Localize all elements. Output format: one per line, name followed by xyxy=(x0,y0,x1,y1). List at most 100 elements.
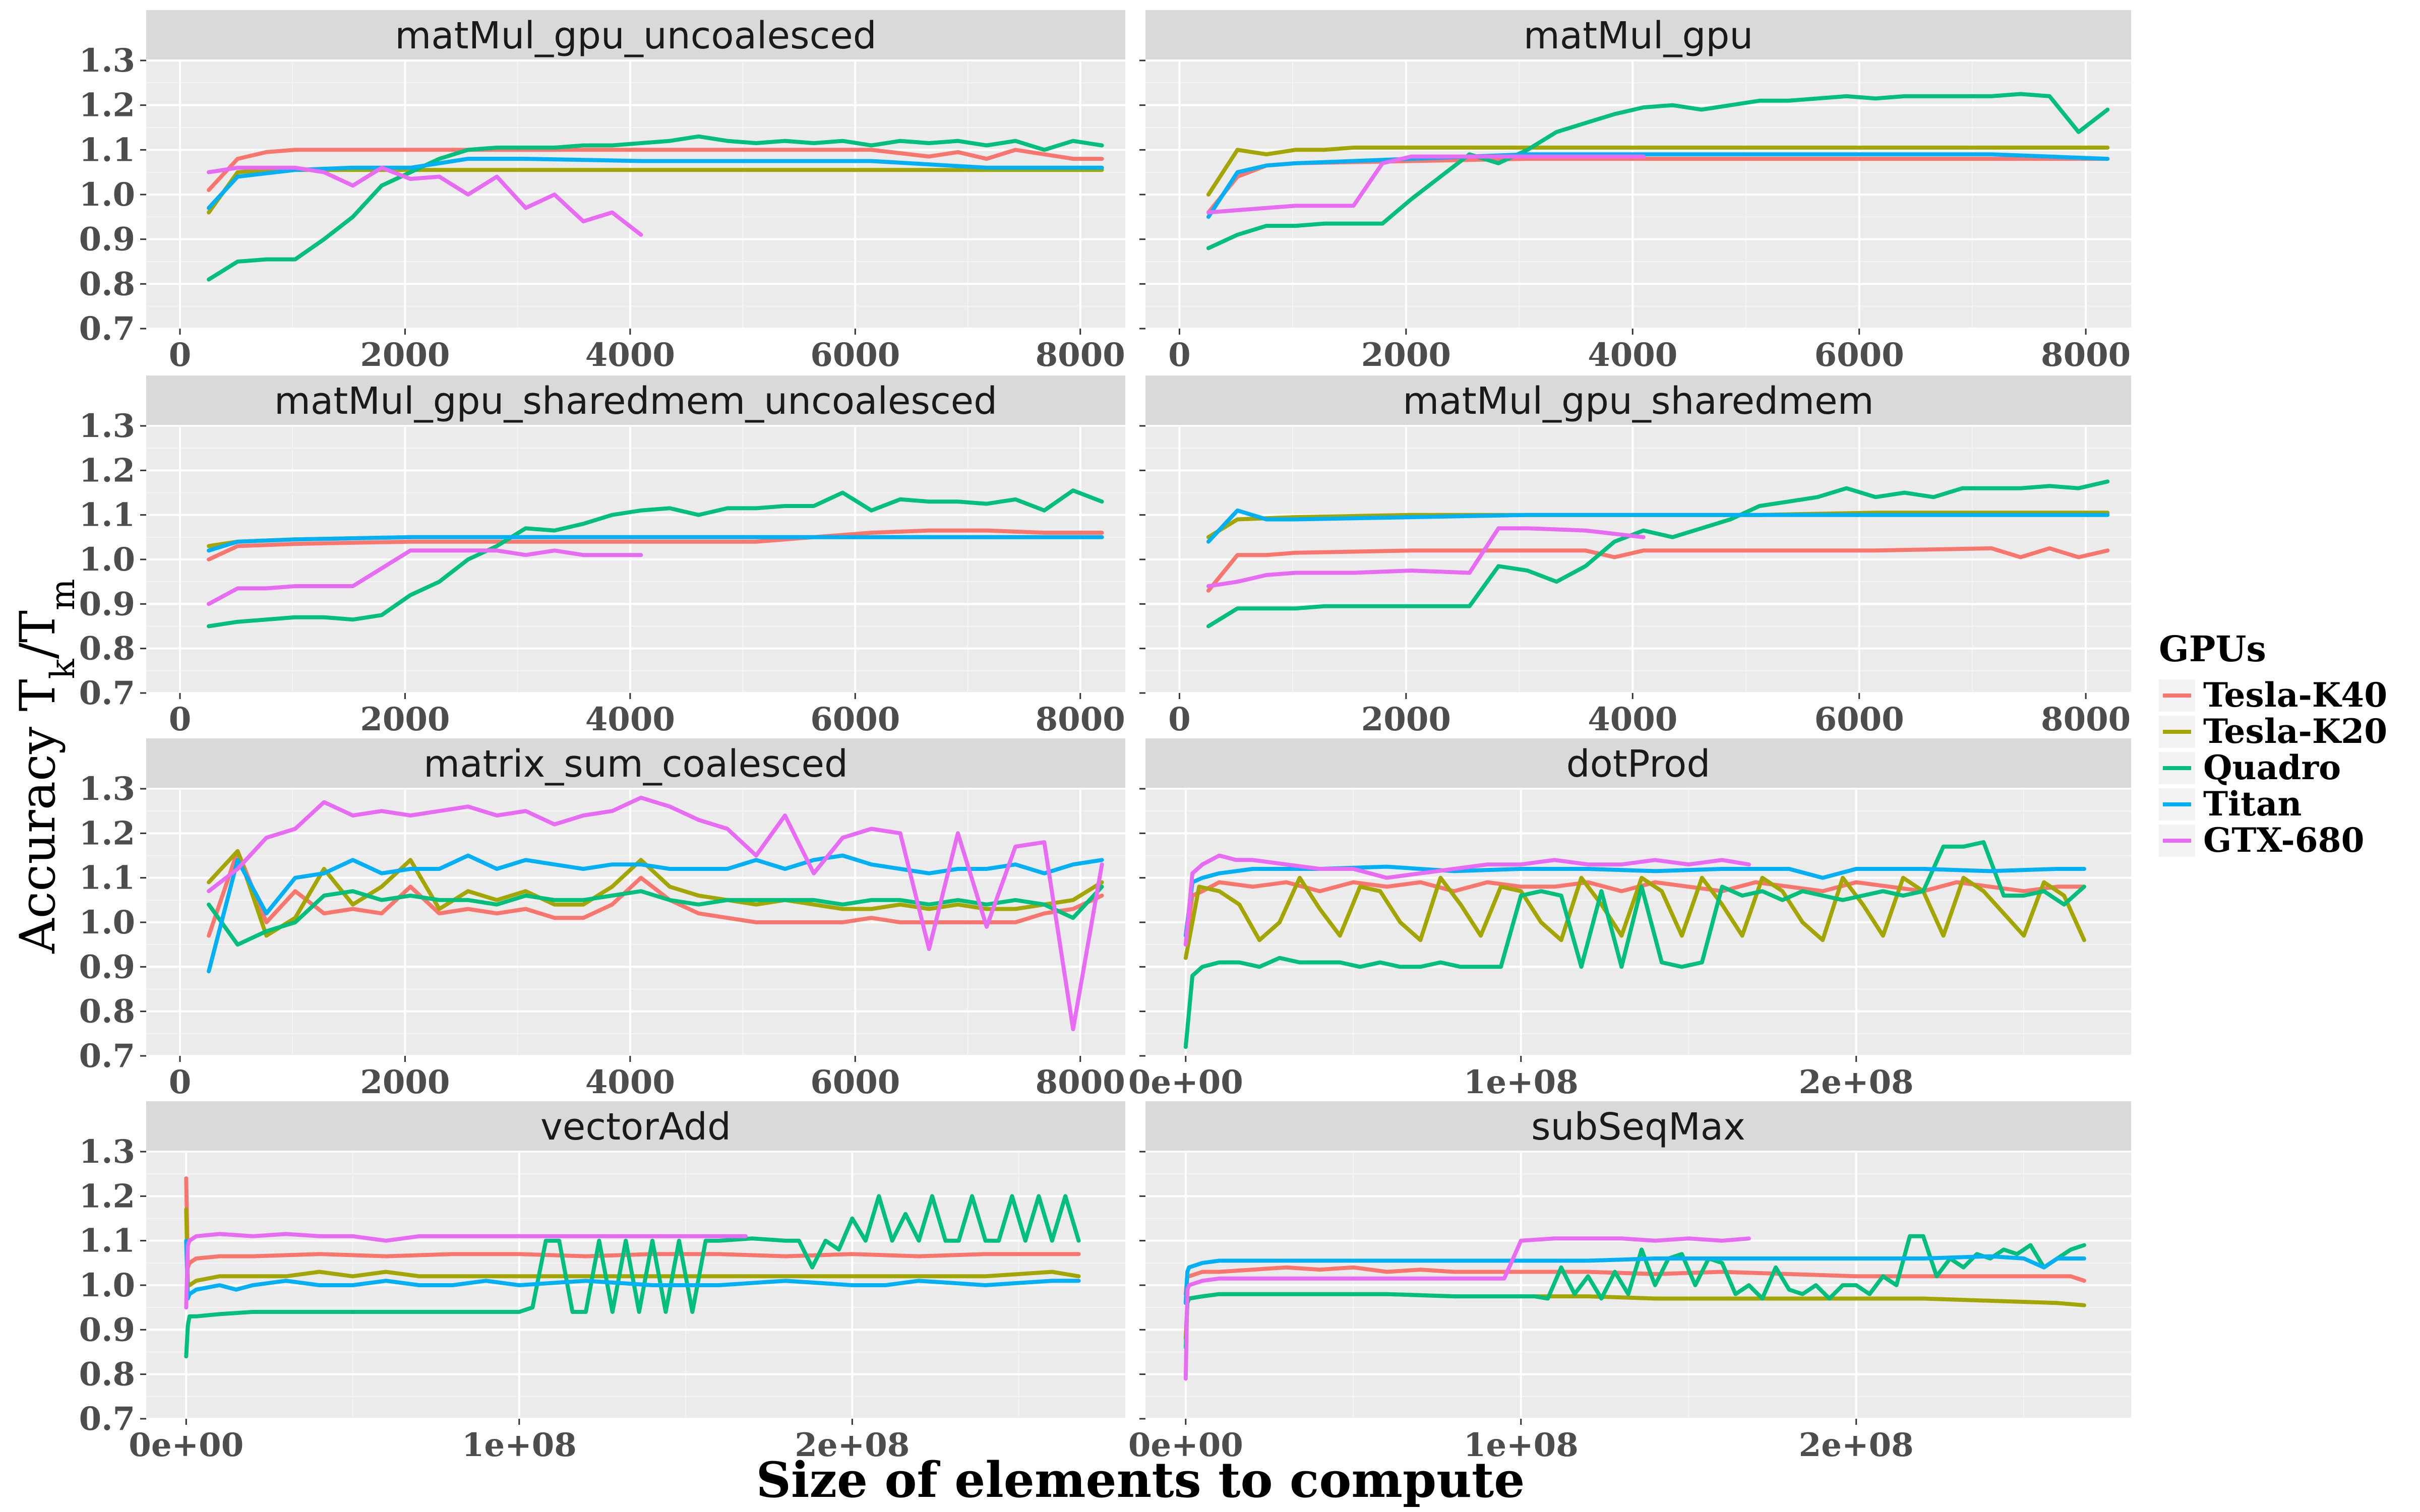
x-axis-title: Size of elements to compute xyxy=(756,1452,1525,1508)
series-line-gtx-680 xyxy=(207,795,1104,1031)
x-tick-label: 4000 xyxy=(1588,336,1677,374)
y-tick-label: 0.9 xyxy=(79,585,135,623)
x-tick-label: 6000 xyxy=(810,701,900,738)
series-line-titan xyxy=(1206,152,2110,219)
legend-item-quadro: Quadro xyxy=(2159,748,2341,787)
panel-title: matMul_gpu_uncoalesced xyxy=(395,14,877,57)
panel-dotprod: dotProd 0e+00 1e+08 2e+08 xyxy=(1128,738,2131,1101)
series-line-tesla-k40 xyxy=(1183,1265,2086,1296)
series-line-quadro xyxy=(207,134,1104,282)
x-tick-label: 6000 xyxy=(810,1063,900,1101)
series-line-titan xyxy=(184,1238,1081,1301)
y-tick-label: 1.3 xyxy=(79,407,135,445)
y-tick-label: 1.1 xyxy=(79,1222,135,1260)
panel-matrix-sum-coalesced: matrix_sum_coalesced 0.7 0.8 0.9 1.0 1.1 1.2 1.… xyxy=(79,738,1125,1101)
x-tick-label: 2e+08 xyxy=(795,1426,910,1464)
y-tick-label: 0.9 xyxy=(79,948,135,986)
y-axis-title-main: Accuracy T xyxy=(10,679,66,954)
panel-matmul-gpu-sharedmem: matMul_gpu_sharedmem 0 2000 4000 6000 8000 xyxy=(1139,375,2131,738)
legend-label: Titan xyxy=(2203,784,2302,824)
x-tick-label: 0 xyxy=(1168,701,1191,738)
legend-label: Tesla-K20 xyxy=(2203,712,2387,751)
y-tick-label: 0.7 xyxy=(79,310,135,348)
y-tick-label: 1.0 xyxy=(79,1267,135,1304)
y-tick-label: 1.1 xyxy=(79,496,135,534)
x-tick-label: 8000 xyxy=(2041,701,2131,738)
x-tick-label: 0 xyxy=(169,701,192,738)
panel-vectoradd: vectorAdd 0.7 0.8 0.9 1.0 1.1 1.2 1.3 0e+00 1e+08… xyxy=(79,1101,1125,1464)
x-tick-label: 0 xyxy=(1168,336,1191,374)
series-line-gtx-680 xyxy=(1206,154,1646,215)
series-line-titan xyxy=(207,157,1104,210)
legend-item-tesla-k20: Tesla-K20 xyxy=(2159,712,2387,751)
x-tick-label: 1e+08 xyxy=(1464,1063,1579,1101)
y-tick-label: 1.1 xyxy=(79,131,135,169)
legend-title: GPUs xyxy=(2159,628,2266,670)
series-line-quadro xyxy=(1206,479,2110,628)
y-tick-label: 1.0 xyxy=(79,904,135,941)
x-tick-label: 4000 xyxy=(585,1063,675,1101)
panel-strip xyxy=(146,375,1125,426)
panel-title: matMul_gpu xyxy=(1524,14,1753,57)
x-tick-label: 2e+08 xyxy=(1799,1063,1914,1101)
x-tick-label: 1e+08 xyxy=(1464,1426,1579,1464)
legend-label: GTX-680 xyxy=(2203,821,2365,860)
series-line-tesla-k40 xyxy=(1206,546,2110,593)
x-tick-label: 2000 xyxy=(360,701,450,738)
series-line-quadro xyxy=(184,1194,1081,1359)
x-tick-label: 6000 xyxy=(1814,336,1904,374)
y-tick-label: 0.9 xyxy=(79,1311,135,1349)
series-line-titan xyxy=(1206,508,2110,544)
legend-label: Quadro xyxy=(2203,748,2341,787)
series-line-gtx-680 xyxy=(1206,526,1646,588)
x-tick-label: 8000 xyxy=(1036,1063,1125,1101)
y-tick-label: 0.7 xyxy=(79,1400,135,1438)
y-tick-label: 1.2 xyxy=(79,87,135,124)
panels-layer: matMul_gpu_uncoalesced 0.7 0.8 0.9 1.0 1.1 1.2… xyxy=(79,10,2131,1464)
legend-item-tesla-k40: Tesla-K40 xyxy=(2159,675,2387,715)
series-line-quadro xyxy=(207,885,1104,947)
panel-strip xyxy=(146,1101,1125,1152)
series-line-titan xyxy=(207,535,1104,553)
y-tick-label: 1.2 xyxy=(79,452,135,489)
series-line-gtx-680 xyxy=(1183,1236,1751,1381)
legend-label: Tesla-K40 xyxy=(2203,675,2387,715)
series-line-gtx-680 xyxy=(184,1232,748,1310)
series-line-tesla-k20 xyxy=(207,849,1104,938)
y-tick-label: 1.0 xyxy=(79,176,135,214)
panel-title: matrix_sum_coalesced xyxy=(424,742,848,786)
legend: GPUs Tesla-K40Tesla-K20QuadroTitanGTX-68… xyxy=(2159,628,2387,860)
x-tick-label: 2e+08 xyxy=(1799,1426,1914,1464)
x-tick-label: 2000 xyxy=(360,336,450,374)
y-tick-label: 1.3 xyxy=(79,770,135,808)
x-tick-label: 6000 xyxy=(1814,701,1904,738)
x-tick-label: 0 xyxy=(169,336,192,374)
series-line-quadro xyxy=(1183,840,2086,1049)
y-tick-label: 0.7 xyxy=(79,674,135,712)
y-tick-label: 1.2 xyxy=(79,1177,135,1215)
x-tick-label: 6000 xyxy=(810,336,900,374)
series-line-gtx-680 xyxy=(207,548,643,606)
series-line-tesla-k40 xyxy=(207,849,1104,938)
series-line-quadro xyxy=(1183,1234,2086,1350)
panel-strip xyxy=(1145,375,2131,426)
x-tick-label: 2000 xyxy=(1361,336,1451,374)
x-tick-label: 8000 xyxy=(2041,336,2131,374)
series-line-quadro xyxy=(207,488,1104,628)
series-line-tesla-k20 xyxy=(1183,875,2086,960)
panel-title: dotProd xyxy=(1566,742,1711,786)
series-line-tesla-k20 xyxy=(207,168,1104,215)
y-axis-title: Accuracy Tk/Tm xyxy=(10,579,82,954)
series-line-titan xyxy=(1183,1254,2086,1305)
series-line-tesla-k20 xyxy=(184,1207,1081,1287)
series-line-tesla-k20 xyxy=(1206,145,2110,197)
x-tick-label: 4000 xyxy=(585,336,675,374)
panel-title: vectorAdd xyxy=(540,1105,731,1149)
panel-title: matMul_gpu_sharedmem_uncoalesced xyxy=(274,380,997,423)
y-tick-label: 1.3 xyxy=(79,42,135,80)
y-tick-label: 1.1 xyxy=(79,859,135,897)
y-axis-title-sub-k: k xyxy=(43,658,82,679)
panel-matmul-gpu-uncoalesced: matMul_gpu_uncoalesced 0.7 0.8 0.9 1.0 1.1 1.2… xyxy=(79,10,1125,374)
